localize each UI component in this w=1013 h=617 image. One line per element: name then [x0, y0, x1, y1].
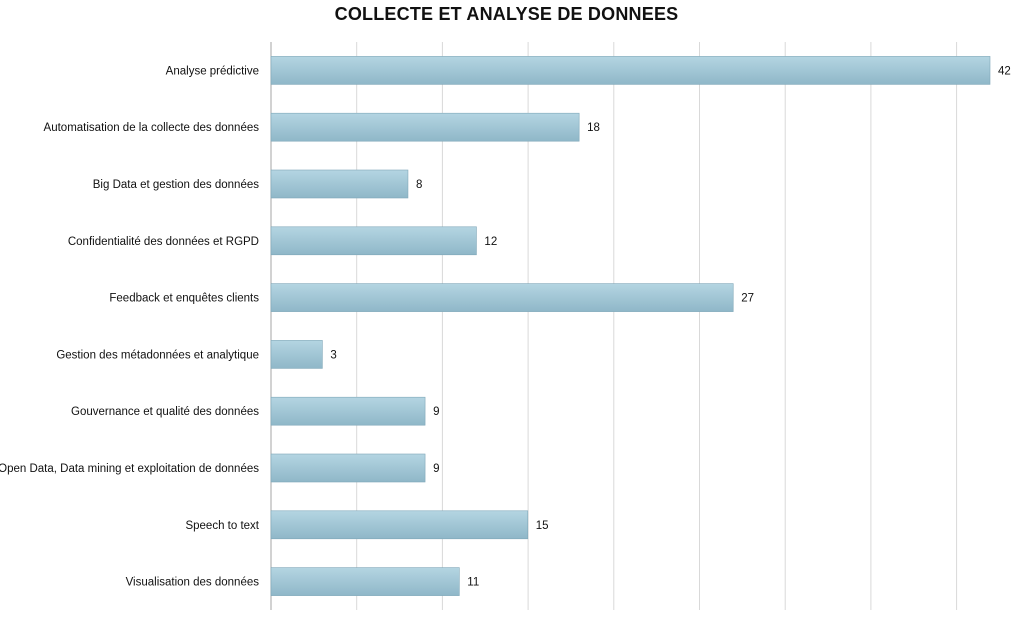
bar [270, 567, 460, 596]
data-label: 27 [741, 293, 754, 305]
bar [270, 169, 409, 199]
data-labels: 42 18 8 12 27 3 9 9 15 11 [330, 65, 1010, 588]
category-label: Confidentialité des données et RGPD [68, 236, 259, 248]
data-label: 42 [998, 65, 1011, 77]
data-label: 8 [416, 179, 422, 191]
bar [270, 112, 580, 142]
data-label: 11 [467, 577, 479, 589]
category-label: Automatisation de la collecte des donnée… [44, 122, 260, 134]
data-label: 12 [484, 236, 497, 248]
category-label: Gouvernance et qualité des données [71, 406, 259, 418]
category-label: Feedback et enquêtes clients [109, 293, 259, 305]
category-label: Big Data et gestion des données [93, 179, 259, 191]
data-label: 3 [330, 349, 336, 361]
bar [270, 340, 323, 369]
category-labels: Analyse prédictive Automatisation de la c… [0, 65, 260, 588]
category-label: Analyse prédictive [166, 65, 259, 77]
category-label: Open Data, Data mining et exploitation d… [0, 463, 259, 475]
bar [270, 283, 734, 312]
bar [270, 396, 426, 426]
data-label: 18 [587, 122, 600, 134]
data-label: 9 [433, 463, 439, 475]
bar [270, 453, 426, 483]
data-label: 15 [536, 520, 549, 532]
category-label: Gestion des métadonnées et analytique [56, 349, 259, 361]
bars [270, 56, 991, 596]
bar [270, 226, 477, 256]
category-label: Speech to text [185, 520, 259, 532]
data-label: 9 [433, 406, 439, 418]
bar [270, 56, 991, 85]
bar [270, 510, 529, 540]
chart-title: COLLECTE ET ANALYSE DE DONNEES [334, 4, 679, 24]
category-label: Visualisation des données [126, 577, 260, 589]
